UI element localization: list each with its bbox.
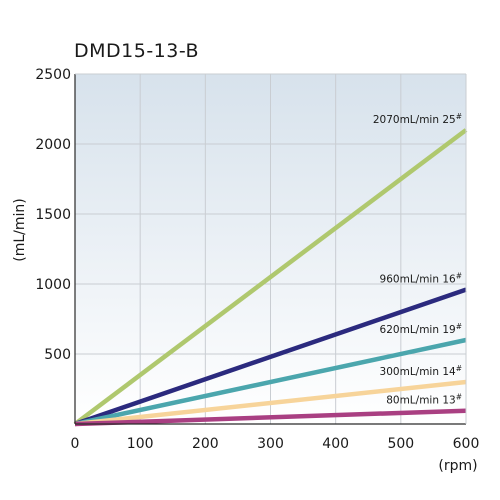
series-layer bbox=[73, 128, 468, 427]
x-tick-label: 600 bbox=[453, 436, 480, 452]
y-tick-label: 1000 bbox=[35, 277, 71, 293]
axes: 0 100 200 300 400 500 600 500 1000 1500 2000 2500 bbox=[35, 67, 479, 452]
series-line-3 bbox=[74, 379, 467, 427]
series-line-1 bbox=[74, 287, 467, 427]
series-line-0 bbox=[73, 128, 468, 426]
series-line-4 bbox=[74, 408, 467, 427]
x-axis-label: (rpm) bbox=[438, 458, 477, 474]
y-tick-label: 1500 bbox=[35, 207, 71, 223]
y-tick-label: 2500 bbox=[35, 67, 71, 83]
x-tick-label: 300 bbox=[257, 436, 284, 452]
y-tick-label: 2000 bbox=[35, 137, 71, 153]
x-tick-label: 400 bbox=[322, 436, 349, 452]
series-labels: 2070mL/min 25# 960mL/min 16# 620mL/min 19#… bbox=[373, 112, 462, 407]
chart-title: DMD15-13-B bbox=[74, 40, 199, 62]
series-line-2 bbox=[74, 337, 467, 427]
x-tick-label: 100 bbox=[127, 436, 154, 452]
x-tick-label: 200 bbox=[192, 436, 219, 452]
y-axis-label: (mL/min) bbox=[12, 198, 28, 261]
grid bbox=[75, 74, 466, 424]
series-label-0: 2070mL/min 25# bbox=[373, 112, 462, 126]
series-label-3: 300mL/min 14# bbox=[380, 364, 462, 378]
series-label-4: 80mL/min 13# bbox=[386, 393, 462, 407]
series-label-2: 620mL/min 19# bbox=[380, 322, 462, 336]
series-label-1: 960mL/min 16# bbox=[380, 272, 462, 286]
x-tick-label: 500 bbox=[387, 436, 414, 452]
y-tick-label: 500 bbox=[44, 347, 71, 363]
x-tick-label: 0 bbox=[71, 436, 80, 452]
